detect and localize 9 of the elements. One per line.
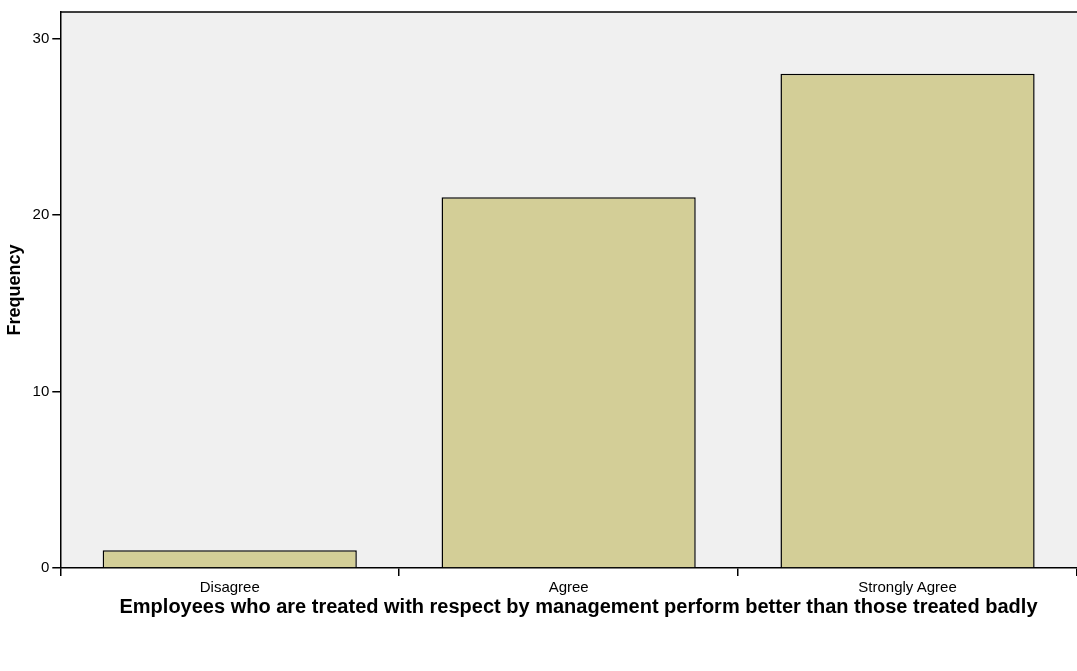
y-tick-label: 10 — [32, 381, 50, 399]
x-tick-label: Agree — [548, 578, 589, 596]
x-axis-title: Employees who are treated with respect by management perform better than those treated badly — [118, 595, 1039, 617]
y-tick-label: 0 — [40, 558, 50, 576]
y-axis-title: Frequency — [3, 244, 24, 336]
x-tick-label: Disagree — [199, 578, 260, 596]
y-tick-label: 30 — [32, 28, 50, 46]
y-tick-label: 20 — [32, 205, 50, 223]
x-tick-label: Strongly Agree — [858, 578, 957, 596]
